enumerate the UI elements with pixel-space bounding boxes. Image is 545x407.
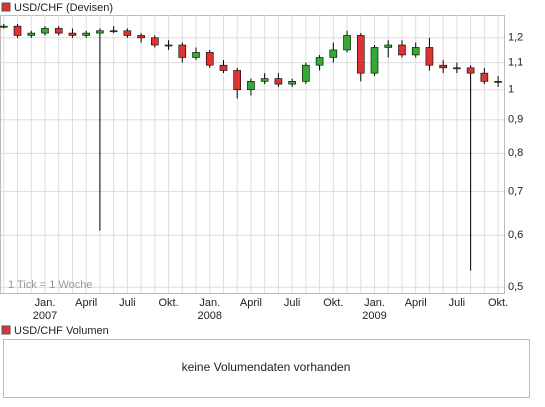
candle-body bbox=[494, 81, 502, 83]
x-tick-label: Juli bbox=[119, 297, 136, 309]
candle-body bbox=[453, 67, 461, 70]
candle-body bbox=[247, 81, 255, 91]
candle-body bbox=[82, 32, 90, 36]
x-tick-label: April bbox=[75, 297, 97, 309]
x-tick-label: April bbox=[405, 297, 427, 309]
candle-body bbox=[192, 52, 200, 58]
candle-body bbox=[151, 37, 159, 46]
x-tick-label: Okt. bbox=[323, 297, 343, 309]
y-tick-label: 0,5 bbox=[508, 281, 523, 293]
candle-body bbox=[302, 64, 310, 82]
candle-body bbox=[109, 30, 118, 33]
y-tick-label: 1 bbox=[508, 84, 514, 96]
candle-body bbox=[27, 32, 36, 36]
legend-label: USD/CHF (Devisen) bbox=[14, 2, 113, 14]
candle-body bbox=[178, 44, 187, 58]
x-tick-label: Jan. bbox=[199, 297, 220, 309]
candle-body bbox=[137, 35, 145, 39]
candle-body bbox=[274, 78, 283, 85]
candle-body bbox=[164, 44, 173, 47]
candle-body bbox=[54, 28, 63, 34]
candle-body bbox=[219, 64, 228, 71]
x-year-label: 2008 bbox=[198, 310, 222, 322]
y-tick-label: 0,6 bbox=[508, 229, 523, 241]
candle-body bbox=[288, 81, 296, 85]
candle-body bbox=[13, 25, 22, 36]
candle-body bbox=[370, 47, 379, 74]
y-tick-label: 0,8 bbox=[508, 147, 523, 159]
candle-body bbox=[233, 70, 242, 91]
tick-note: 1 Tick = 1 Woche bbox=[8, 279, 92, 291]
candle-body bbox=[68, 32, 77, 36]
candle-body bbox=[0, 25, 8, 28]
candle-body bbox=[425, 47, 434, 66]
candle-body bbox=[439, 64, 447, 69]
x-tick-label: Jan. bbox=[35, 297, 56, 309]
candle-body bbox=[343, 35, 351, 51]
candle-body bbox=[411, 47, 420, 56]
y-tick-label: 1,1 bbox=[508, 57, 523, 69]
volume-legend: USD/CHF Volumen bbox=[14, 325, 109, 337]
legend-swatch bbox=[1, 2, 11, 12]
plot-area bbox=[0, 15, 505, 294]
volume-panel bbox=[3, 339, 530, 398]
volume-message: keine Volumendaten vorhanden bbox=[182, 360, 351, 374]
y-tick-label: 0,9 bbox=[508, 114, 523, 126]
x-tick-label: Okt. bbox=[158, 297, 178, 309]
candle-body bbox=[315, 57, 324, 66]
x-tick-label: Juli bbox=[284, 297, 301, 309]
x-tick-label: April bbox=[240, 297, 262, 309]
candle-body bbox=[398, 44, 406, 56]
y-tick-label: 0,7 bbox=[508, 185, 523, 197]
y-tick-label: 1,2 bbox=[508, 32, 523, 44]
candle-body bbox=[329, 49, 338, 58]
candle-body bbox=[356, 35, 365, 74]
candle-body bbox=[260, 78, 269, 82]
x-year-label: 2009 bbox=[362, 310, 386, 322]
legend-swatch bbox=[1, 325, 11, 335]
x-tick-label: Okt. bbox=[488, 297, 508, 309]
candle-body bbox=[205, 52, 214, 66]
candle-body bbox=[123, 30, 132, 36]
x-tick-label: Jan. bbox=[364, 297, 385, 309]
candle-body bbox=[480, 72, 489, 82]
candle-body bbox=[41, 28, 49, 34]
x-tick-label: Juli bbox=[449, 297, 466, 309]
candle-body bbox=[96, 30, 104, 34]
candle-body bbox=[384, 44, 393, 48]
x-year-label: 2007 bbox=[33, 310, 57, 322]
candle-body bbox=[466, 67, 475, 74]
